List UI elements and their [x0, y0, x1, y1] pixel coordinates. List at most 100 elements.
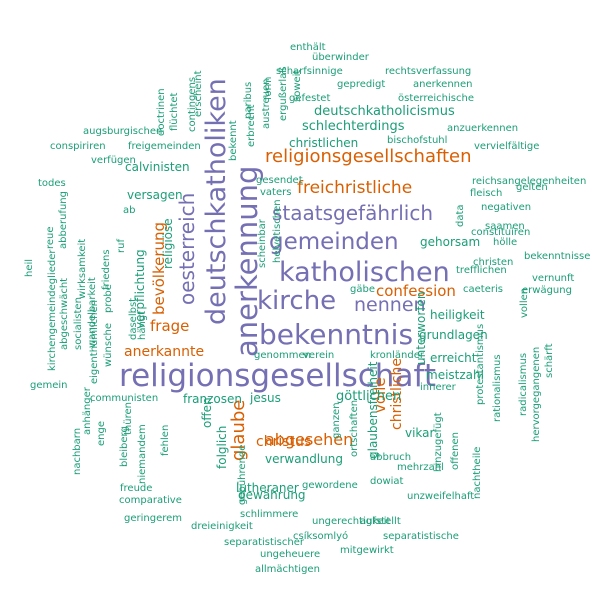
word-mehrzahl: mehrzahl [397, 462, 444, 473]
word-conspiriren: conspiriren [50, 141, 106, 152]
word-anzuerkennen: anzuerkennen [447, 123, 519, 134]
word-mitgewirkt: mitgewirkt [340, 545, 394, 556]
word-katholischen: katholischen [279, 257, 450, 288]
word-nennen: nennen [354, 294, 426, 316]
word-gemein: gemein [30, 380, 68, 391]
word-kirchengemeindeglieder: kirchengemeindeglieder [47, 249, 58, 371]
word-nachtheile: nachtheile [472, 446, 483, 499]
word-rationalismus: rationalismus [492, 354, 503, 422]
word-christlichen: christlichen [289, 136, 359, 150]
word-wuensche: wünsche [103, 322, 114, 367]
word-deutschkatholicismus: deutschkatholicismus [314, 104, 455, 119]
word-kirche: kirche [257, 286, 337, 316]
word-gebuehrende: gebührende [237, 444, 248, 505]
word-wirksamkeit: wirksamkeit [77, 238, 88, 299]
word-confession: confession [376, 282, 456, 300]
word-gepredigt: gepredigt [337, 79, 386, 90]
word-offen: offen [200, 397, 214, 428]
word-oesterreichische: österreichische [398, 93, 474, 104]
word-saamen: saamen [485, 221, 525, 232]
word-ortschaften: ortschaften [349, 399, 360, 457]
word-lutheraner: lutheraner [236, 481, 299, 495]
word-grundlagen: grundlagen [419, 328, 488, 342]
word-trefflichen: trefflichen [456, 265, 507, 276]
word-enthaelt: enthält [290, 42, 326, 53]
word-caeteris: caeteris [463, 284, 503, 295]
word-scheinbar: scheinbar [257, 219, 268, 268]
word-reue: reue [45, 226, 56, 249]
word-heil: heil [24, 258, 35, 277]
word-erwaegung: erwägung [522, 285, 572, 296]
word-radicalismus: radicalismus [518, 352, 529, 416]
word-anerkennen: anerkennen [413, 79, 473, 90]
word-ganzen: ganzen [331, 402, 342, 439]
word-verein: verein [303, 350, 335, 361]
word-bekennt: bekennt [228, 120, 239, 161]
word-erreicht: erreicht [430, 351, 477, 365]
word-separatistische: separatistische [383, 531, 459, 542]
word-gelten: gelten [516, 182, 548, 193]
word-ungeheuere: ungeheuere [260, 549, 321, 560]
word-ueberwinder: überwinder [312, 52, 369, 63]
word-offenen: offenen [450, 432, 461, 470]
word-freude: freude [120, 483, 153, 494]
word-schlimmere: schlimmere [240, 509, 299, 520]
word-geringerem: geringerem [124, 513, 183, 524]
word-hervorgegangenen: hervorgegangenen [531, 346, 542, 442]
word-folglich: folglich [215, 425, 229, 469]
word-gaebe: gäbe [350, 284, 375, 295]
word-glaubensfreiheit: glaubensfreiheit [366, 361, 380, 459]
word-enge: enge [96, 421, 107, 446]
word-ab: ab [123, 205, 136, 216]
word-separatistischer: separatistischer [224, 537, 304, 548]
word-socialisten: socialisten [73, 297, 84, 350]
word-hoelle: hölle [493, 237, 518, 248]
word-innerer: innerer [420, 382, 456, 393]
word-religioese: religiöse [161, 218, 175, 269]
word-ungerechtigkeit: ungerechtigkeit [312, 516, 391, 527]
word-communisten: communisten [90, 393, 159, 404]
word-fluechtet: flüchtet [169, 92, 180, 131]
word-vervielfaeltige: vervielfältige [474, 141, 540, 152]
word-reichsangelegenheiten: reichsangelegenheiten [472, 176, 587, 187]
word-verfuegen: verfügen [91, 155, 136, 166]
word-abgeschwaecht: abgeschwächt [59, 277, 70, 350]
word-religionsgesellschaft: religionsgesellschaft [119, 358, 436, 394]
word-verwandlung: verwandlung [265, 452, 343, 466]
word-soweit: soweit [292, 69, 303, 102]
word-christus: christus [256, 434, 312, 450]
word-gewaehrung: gewährung [238, 488, 306, 502]
word-vaters: vaters [260, 187, 292, 198]
word-calvinisten: calvinisten [125, 160, 190, 174]
word-data: data [455, 204, 466, 227]
word-bleiberg: bleiberg [119, 426, 130, 467]
word-deutschkatholiken: deutschkatholiken [201, 78, 232, 325]
word-heiligkeit: heiligkeit [430, 308, 485, 322]
word-freichristliche: freichristliche [297, 178, 413, 198]
word-oesterreich: oesterreich [175, 192, 199, 305]
word-fehlen: fehlen [160, 424, 171, 456]
word-bischofstuhl: bischofstuhl [387, 135, 448, 146]
word-vikar: vikar [405, 426, 435, 440]
word-hinzugefuegt: hinzugefügt [433, 412, 444, 472]
word-genommen: genommen [254, 350, 311, 361]
word-csiksomlyo: csíksomlyó [293, 531, 349, 542]
word-schaerft: schärft [544, 343, 555, 378]
word-anhaenger: anhänger [82, 387, 93, 435]
word-goettlichen: göttlichen [336, 389, 402, 404]
word-allmaechtigen: allmächtigen [255, 564, 320, 575]
word-todes: todes [38, 178, 66, 189]
word-scharfsinnige: scharfsinnige [276, 66, 343, 77]
word-probe: probe [103, 284, 114, 313]
word-gehorsam: gehorsam [420, 235, 481, 249]
word-anerkannte: anerkannte [124, 344, 205, 360]
word-bekenntnisse: bekenntnisse [524, 251, 591, 262]
word-gemeinden: gemeinden [269, 229, 399, 255]
word-constituiren: constituiren [471, 227, 531, 238]
word-abberufung: abberufung [58, 191, 69, 249]
word-ruf: ruf [116, 239, 127, 253]
word-rechtsverfassung: rechtsverfassung [385, 66, 472, 77]
word-gefestet: gefestet [289, 93, 331, 104]
word-eigenthuemlichen: eigenthümlichen [89, 300, 100, 384]
word-form: form [263, 76, 274, 100]
